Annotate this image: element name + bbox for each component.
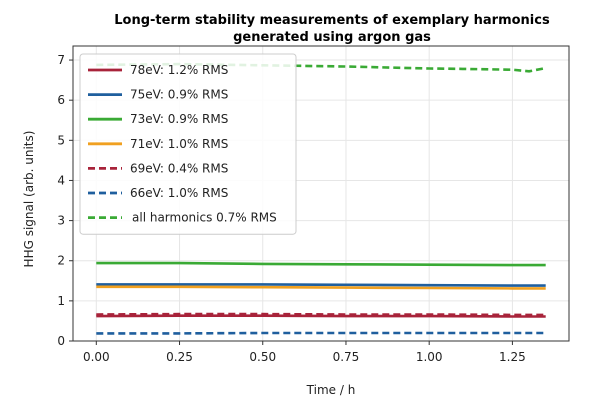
- y-tick-label: 4: [57, 173, 65, 187]
- plot-frame: [72, 45, 570, 342]
- x-axis-label: Time / h: [306, 383, 356, 397]
- legend-label-0: 78eV: 1.2% RMS: [130, 63, 228, 77]
- x-tick-label: 0.50: [249, 350, 276, 364]
- y-tick-label: 1: [57, 294, 65, 308]
- y-tick-label: 5: [57, 133, 65, 147]
- legend-label-4: 69eV: 0.4% RMS: [130, 161, 228, 175]
- legend-label-3: 71eV: 1.0% RMS: [130, 137, 228, 151]
- chart-title-line-1: Long-term stability measurements of exem…: [114, 13, 550, 28]
- y-tick-label: 0: [57, 334, 65, 348]
- legend-box: [79, 53, 297, 235]
- series-line-1: [96, 283, 546, 287]
- y-tick-label: 7: [57, 53, 65, 67]
- y-tick-label: 6: [57, 93, 65, 107]
- y-tick-label: 2: [57, 254, 65, 268]
- legend-label-1: 75eV: 0.9% RMS: [130, 88, 228, 102]
- chart-title-line-2: generated using argon gas: [233, 30, 431, 45]
- series-line-3: [96, 285, 546, 290]
- series-line-2: [96, 261, 546, 267]
- legend-label-5: 66eV: 1.0% RMS: [130, 186, 228, 200]
- y-tick-label: 3: [57, 214, 65, 228]
- x-tick-label: 1.00: [416, 350, 443, 364]
- series-line-0: [96, 314, 546, 318]
- y-axis-label: HHG signal (arb. units): [22, 131, 36, 268]
- tick-labels: 0.00 0.25 0.50 0.75 1.00 1.25 0 1 2 3 4 5 6 7: [57, 53, 525, 364]
- legend-label-6: all harmonics 0.7% RMS: [132, 211, 277, 225]
- legend: 78eV: 1.2% RMS 75eV: 0.9% RMS 73eV: 0.9% R…: [79, 53, 297, 235]
- axes: [72, 45, 570, 342]
- legend-label-2: 73eV: 0.9% RMS: [130, 112, 228, 126]
- x-tick-label: 0.25: [166, 350, 193, 364]
- x-tick-label: 1.25: [499, 350, 526, 364]
- x-tick-label: 0.00: [83, 350, 110, 364]
- series-line-4: [96, 312, 546, 317]
- x-tick-label: 0.75: [333, 350, 360, 364]
